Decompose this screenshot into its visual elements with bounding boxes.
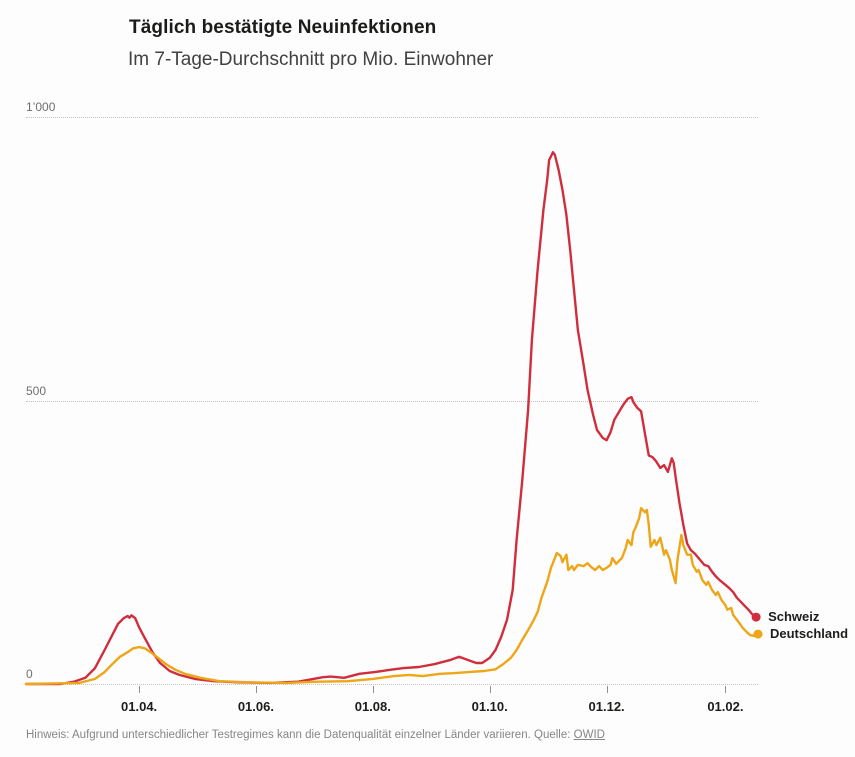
x-axis-tick <box>255 686 257 693</box>
source-link-owid[interactable]: OWID <box>573 729 605 741</box>
x-axis-label-june: 01.06. <box>237 699 274 714</box>
y-axis-label-0: 0 <box>26 667 33 681</box>
y-axis-label-500: 500 <box>26 383 47 398</box>
x-axis-tick <box>725 686 727 693</box>
gridline-500 <box>26 400 758 402</box>
x-axis-label-october: 01.10. <box>471 699 508 714</box>
x-axis-label-december: 01.12. <box>588 699 625 714</box>
page-title: Täglich bestätigte Neuinfektionen <box>129 17 437 38</box>
page-subtitle: Im 7-Tage-Durchschnitt pro Mio. Einwohne… <box>128 49 494 70</box>
gridline-1000 <box>26 117 758 118</box>
legend-label-deutschland: Deutschland <box>770 626 849 642</box>
x-axis-label-april: 01.04. <box>121 699 158 714</box>
series-end-dot-deutschland <box>753 629 763 639</box>
legend-label-schweiz: Schweiz <box>768 609 820 625</box>
x-axis-tick <box>606 686 608 693</box>
x-axis-tick <box>139 686 141 693</box>
gridline-0 <box>26 684 758 685</box>
x-axis-label-february: 01.02. <box>707 699 744 714</box>
x-axis-tick <box>489 686 491 693</box>
footer-note-text: Hinweis: Aufgrund unterschiedlicher Test… <box>26 729 571 741</box>
x-axis-tick <box>372 686 374 693</box>
footer-note: Hinweis: Aufgrund unterschiedlicher Test… <box>26 729 605 741</box>
series-end-dot-schweiz <box>751 612 761 622</box>
x-axis-label-august: 01.08. <box>354 699 391 714</box>
series-line-schweiz <box>24 150 758 686</box>
series-line-deutschland <box>24 507 760 686</box>
y-axis-label-1000: 1’000 <box>26 100 56 114</box>
